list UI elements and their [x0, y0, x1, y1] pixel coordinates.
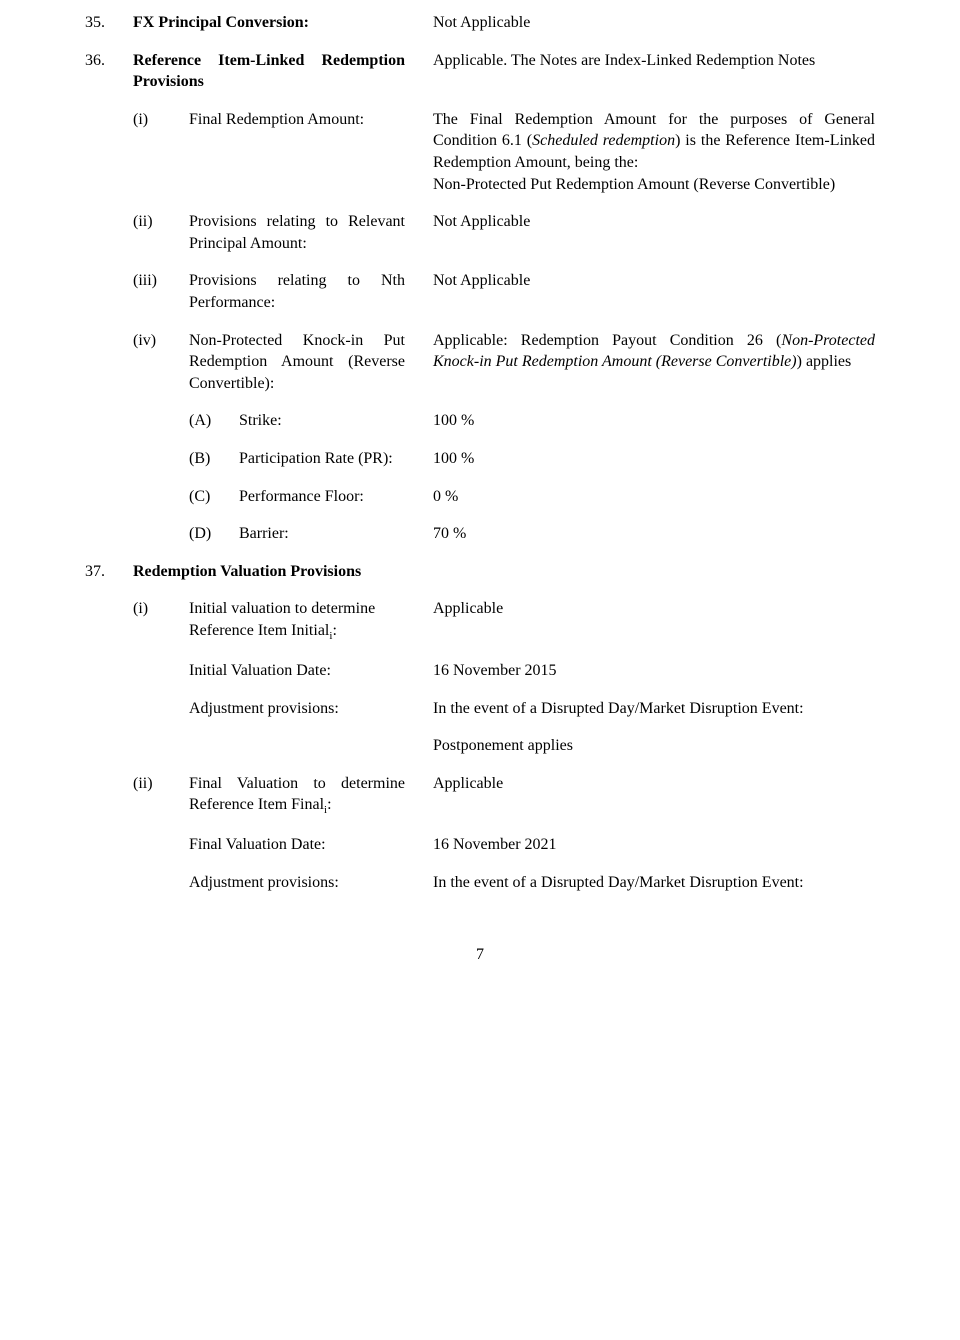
field-value: Postponement applies	[433, 735, 875, 757]
item-37-i-adj: Adjustment provisions: In the event of a…	[85, 698, 875, 720]
item-37-i-ivd: Initial Valuation Date: 16 November 2015	[85, 660, 875, 682]
item-label: Redemption Valuation Provisions	[133, 561, 875, 583]
sub-num: (ii)	[133, 773, 189, 819]
sub-num: (i)	[133, 598, 189, 644]
item-36-iv-D: (D) Barrier: 70 %	[85, 523, 875, 545]
subsub-num: (A)	[189, 410, 239, 432]
sub-value: Applicable	[433, 773, 875, 819]
sub-num: (iii)	[133, 270, 189, 313]
item-36-iv-B: (B) Participation Rate (PR): 100 %	[85, 448, 875, 470]
sub-value: Not Applicable	[433, 270, 875, 313]
item-num: 36.	[85, 50, 133, 93]
item-37-ii-adj: Adjustment provisions: In the event of a…	[85, 872, 875, 894]
field-label: Adjustment provisions:	[189, 698, 433, 720]
sub-label: Final Redemption Amount:	[189, 109, 433, 195]
subsub-value: 0 %	[433, 486, 875, 508]
subsub-num: (D)	[189, 523, 239, 545]
item-36-ii: (ii) Provisions relating to Relevant Pri…	[85, 211, 875, 254]
item-36-iv-A: (A) Strike: 100 %	[85, 410, 875, 432]
subsub-num: (C)	[189, 486, 239, 508]
subsub-label: Strike:	[239, 410, 433, 432]
subsub-value: 70 %	[433, 523, 875, 545]
item-37-i: (i) Initial valuation to determine Refer…	[85, 598, 875, 644]
subsub-label: Barrier:	[239, 523, 433, 545]
sub-label: Final Valuation to determine Reference I…	[189, 773, 433, 819]
field-label: Final Valuation Date:	[189, 834, 433, 856]
field-value: 16 November 2015	[433, 660, 875, 682]
sub-num: (i)	[133, 109, 189, 195]
item-36-iv: (iv) Non-Protected Knock-in Put Redempti…	[85, 330, 875, 395]
item-label: FX Principal Conversion:	[133, 12, 433, 34]
item-35: 35. FX Principal Conversion: Not Applica…	[85, 12, 875, 34]
item-37-ii-fvd: Final Valuation Date: 16 November 2021	[85, 834, 875, 856]
item-37-i-adj2: Postponement applies	[85, 735, 875, 757]
subsub-label: Performance Floor:	[239, 486, 433, 508]
item-num: 37.	[85, 561, 133, 583]
item-36-i: (i) Final Redemption Amount: The Final R…	[85, 109, 875, 195]
item-37-ii: (ii) Final Valuation to determine Refere…	[85, 773, 875, 819]
subsub-label: Participation Rate (PR):	[239, 448, 433, 470]
sub-num: (iv)	[133, 330, 189, 395]
field-value: 16 November 2021	[433, 834, 875, 856]
item-num: 35.	[85, 12, 133, 34]
subsub-value: 100 %	[433, 448, 875, 470]
sub-num: (ii)	[133, 211, 189, 254]
sub-value: Applicable: Redemption Payout Condition …	[433, 330, 875, 395]
item-value: Not Applicable	[433, 12, 875, 34]
sub-label: Provisions relating to Nth Performance:	[189, 270, 433, 313]
subsub-num: (B)	[189, 448, 239, 470]
item-value: Applicable. The Notes are Index-Linked R…	[433, 50, 875, 93]
sub-value: Not Applicable	[433, 211, 875, 254]
field-value: In the event of a Disrupted Day/Market D…	[433, 872, 875, 894]
item-36-iv-C: (C) Performance Floor: 0 %	[85, 486, 875, 508]
page-number: 7	[85, 944, 875, 966]
item-37: 37. Redemption Valuation Provisions	[85, 561, 875, 583]
sub-label: Initial valuation to determine Reference…	[189, 598, 433, 644]
field-label: Adjustment provisions:	[189, 872, 433, 894]
sub-value: The Final Redemption Amount for the purp…	[433, 109, 875, 195]
item-36-iii: (iii) Provisions relating to Nth Perform…	[85, 270, 875, 313]
item-36: 36. Reference Item-Linked Redemption Pro…	[85, 50, 875, 93]
sub-value: Applicable	[433, 598, 875, 644]
sub-label: Non-Protected Knock-in Put Redemption Am…	[189, 330, 433, 395]
sub-label: Provisions relating to Relevant Principa…	[189, 211, 433, 254]
subsub-value: 100 %	[433, 410, 875, 432]
field-value: In the event of a Disrupted Day/Market D…	[433, 698, 875, 720]
field-label: Initial Valuation Date:	[189, 660, 433, 682]
item-label: Reference Item-Linked Redemption Provisi…	[133, 50, 433, 93]
